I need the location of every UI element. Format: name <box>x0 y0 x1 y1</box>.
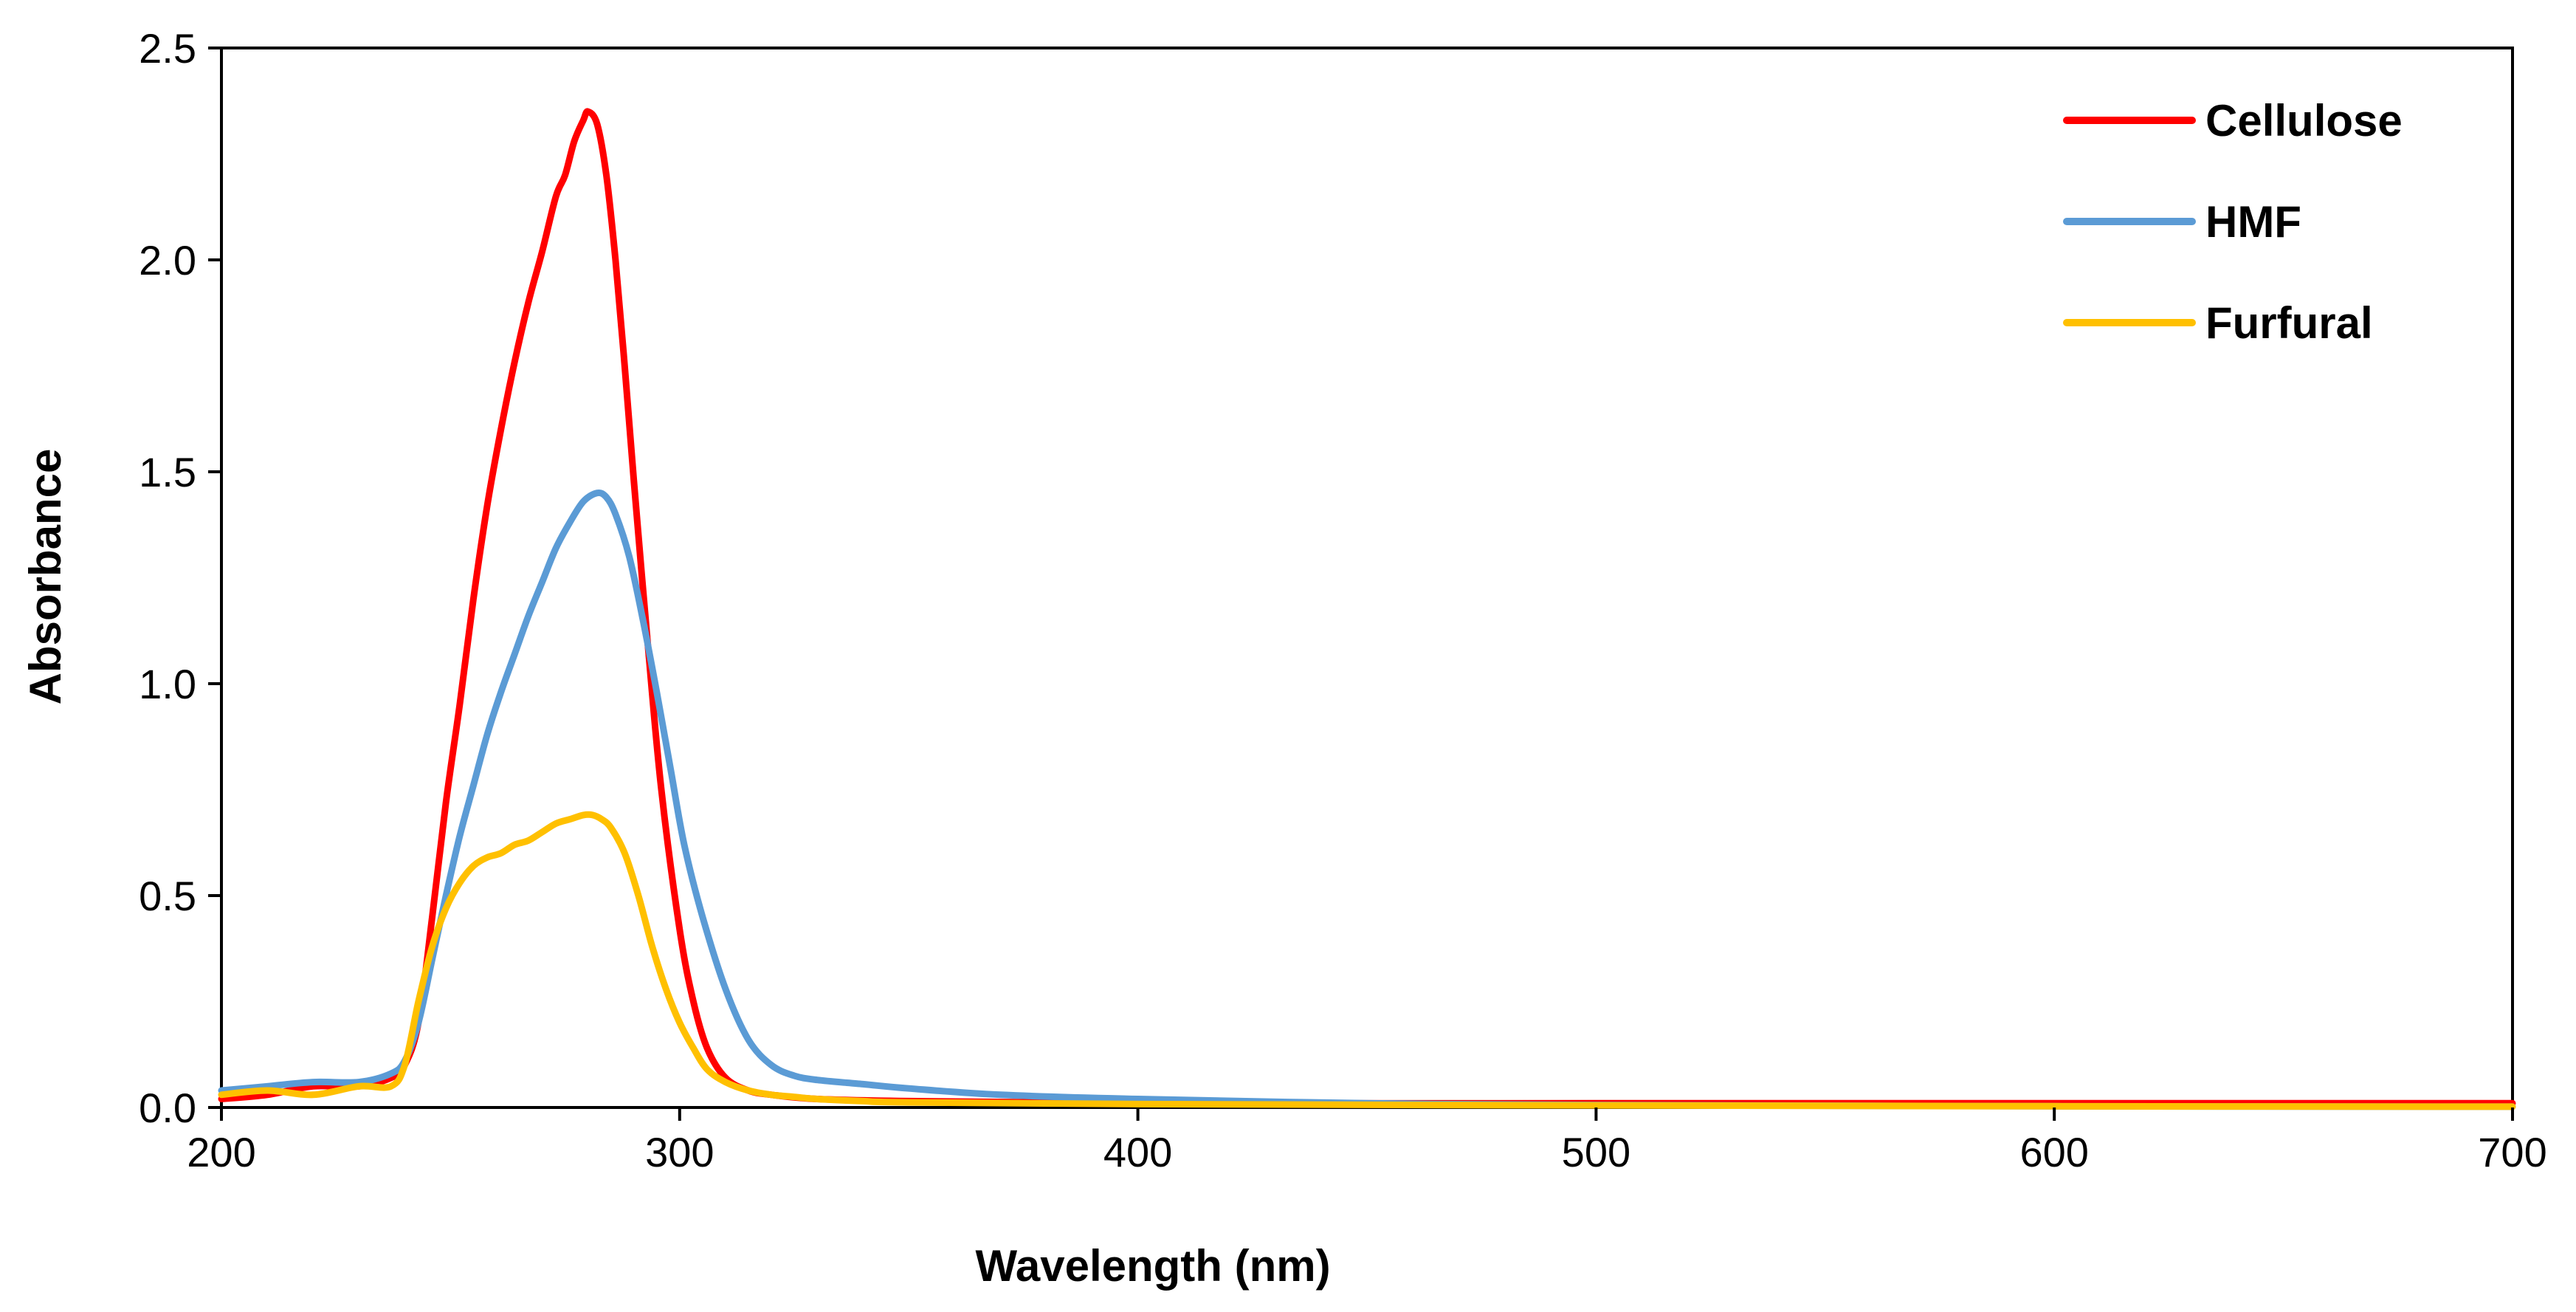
legend: Cellulose HMF Furfural <box>2063 96 2403 348</box>
y-tick-label: 0.0 <box>139 1085 196 1131</box>
legend-label-furfural: Furfural <box>2205 298 2373 348</box>
x-tick-label: 200 <box>187 1129 255 1175</box>
y-axis-title: Absorbance <box>21 449 70 705</box>
series-line-furfural <box>218 811 2516 1110</box>
x-tick-label: 300 <box>645 1129 714 1175</box>
x-tick-label: 700 <box>2478 1129 2546 1175</box>
plot-area <box>220 47 2514 1109</box>
axes-layer: 200 300 400 500 600 700 0.0 0.5 1.0 1.5 2.0 2.5 <box>139 25 2547 1175</box>
y-tick-label: 0.5 <box>139 873 196 919</box>
y-tick-label: 2.0 <box>139 237 196 284</box>
legend-label-cellulose: Cellulose <box>2205 96 2403 145</box>
legend-label-hmf: HMF <box>2205 197 2301 247</box>
x-tick-label: 600 <box>2019 1129 2088 1175</box>
y-tick-label: 1.5 <box>139 449 196 495</box>
x-tick-label: 500 <box>1562 1129 1630 1175</box>
x-tick-label: 400 <box>1103 1129 1172 1175</box>
plot-frame <box>220 47 2514 1109</box>
x-axis-title: Wavelength (nm) <box>975 1241 1330 1291</box>
series-layer <box>218 108 2516 1110</box>
y-tick-label: 2.5 <box>139 25 196 72</box>
y-tick-label: 1.0 <box>139 661 196 707</box>
